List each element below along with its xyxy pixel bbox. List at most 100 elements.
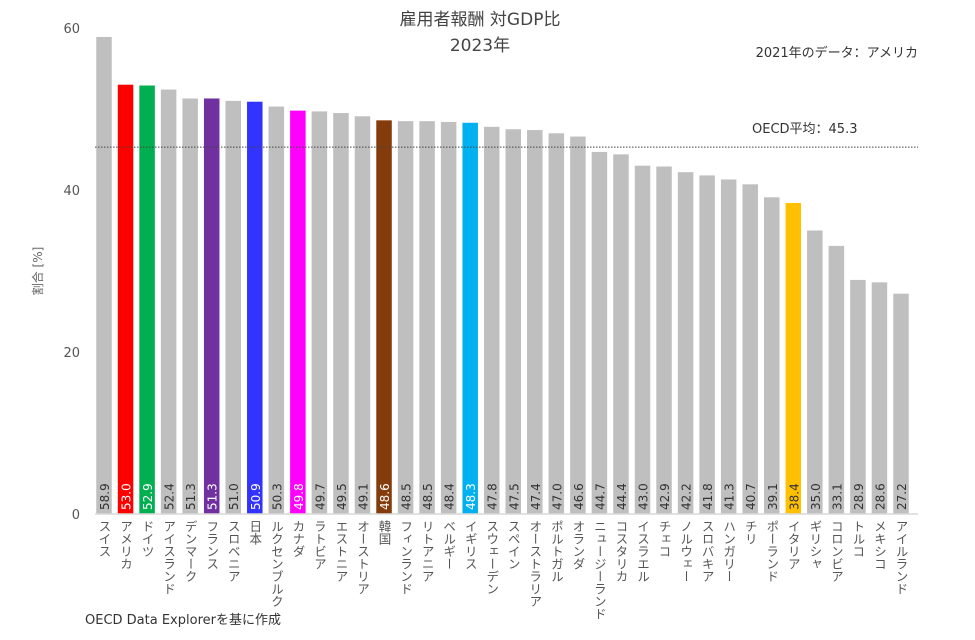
x-tick-label: デンマーク — [183, 520, 198, 583]
bar — [764, 197, 780, 515]
x-tick-label: トルコ — [850, 520, 865, 558]
bar — [720, 179, 737, 514]
x-tick-label: 韓国 — [377, 520, 392, 545]
bar-value-label: 42.2 — [680, 483, 694, 510]
x-tick-label: 日本 — [247, 520, 262, 546]
bar — [634, 165, 651, 514]
bar — [828, 245, 845, 514]
bar — [160, 89, 177, 514]
chart-note: 2021年のデータ：アメリカ — [756, 45, 918, 61]
bar-value-label: 41.8 — [701, 483, 715, 510]
x-tick-label: スウェーデン — [484, 520, 499, 595]
bar — [570, 136, 586, 515]
chart-title: 雇用者報酬 対GDP比 — [400, 10, 561, 30]
x-tick-label: スロベニア — [226, 520, 241, 583]
bar-value-label: 27.2 — [895, 483, 909, 510]
bar — [785, 202, 802, 514]
bar — [677, 172, 694, 514]
bar-value-label: 33.1 — [830, 483, 844, 510]
x-tick-label: フィンランド — [398, 520, 413, 595]
bar — [656, 166, 672, 514]
x-tick-label: エストニア — [333, 520, 348, 583]
x-tick-label: ギリシャ — [807, 520, 822, 570]
x-tick-label: ルクセンブルク — [269, 520, 284, 608]
bar-value-label: 48.4 — [443, 483, 457, 510]
x-tick-label: ラトビア — [312, 520, 327, 570]
bar-value-label: 43.0 — [637, 483, 651, 510]
bar — [117, 84, 134, 514]
bar — [807, 230, 823, 514]
bar-value-label: 52.9 — [141, 483, 155, 510]
bar — [505, 129, 522, 514]
y-axis-label: 割合 [%] — [30, 247, 45, 296]
bar — [699, 175, 715, 515]
bar-value-label: 53.0 — [120, 483, 134, 510]
bar-value-label: 40.7 — [744, 483, 758, 510]
bar-value-label: 49.7 — [313, 483, 327, 510]
bar-value-label: 44.7 — [593, 483, 607, 510]
bar — [440, 121, 457, 515]
bar — [397, 121, 414, 515]
x-tick-label: オランダ — [570, 520, 585, 570]
bar — [548, 133, 565, 515]
x-tick-label: チリ — [743, 520, 758, 545]
x-tick-label: コスタリカ — [613, 520, 628, 583]
bar — [850, 279, 866, 514]
x-tick-label: ポルトガル — [549, 520, 564, 583]
bar-value-label: 48.3 — [464, 483, 478, 510]
bar — [893, 293, 909, 514]
bar — [139, 85, 155, 514]
x-tick-label: コロンビア — [829, 520, 844, 583]
bar-value-label: 47.4 — [529, 483, 543, 510]
bar-value-label: 47.5 — [507, 483, 521, 510]
bar-value-label: 47.8 — [486, 483, 500, 510]
source-note: OECD Data Explorerを基に作成 — [85, 613, 281, 628]
x-tick-label: チェコ — [657, 520, 672, 558]
bar — [376, 120, 392, 514]
bar — [483, 126, 500, 514]
bar-value-label: 48.5 — [400, 483, 414, 510]
y-tick-label: 60 — [63, 22, 80, 37]
bar — [203, 98, 220, 514]
x-tick-label: ドイツ — [140, 520, 155, 558]
bar-value-label: 38.4 — [787, 483, 801, 510]
y-tick-label: 40 — [63, 184, 80, 199]
x-tick-label: オーストリア — [355, 520, 370, 595]
x-tick-label: オーストラリア — [527, 520, 542, 608]
bar — [268, 106, 285, 514]
bar-value-label: 28.9 — [852, 483, 866, 510]
bar-value-label: 49.1 — [356, 483, 370, 510]
bar-value-label: 41.3 — [723, 483, 737, 510]
x-tick-label: ニュージーランド — [592, 520, 607, 620]
x-tick-label: アメリカ — [118, 520, 133, 570]
y-tick-label: 20 — [63, 346, 80, 361]
x-tick-label: フランス — [204, 520, 219, 570]
x-tick-label: リトアニア — [420, 520, 435, 583]
x-tick-label: スイス — [97, 520, 112, 558]
bar-value-label: 50.9 — [249, 483, 263, 510]
reference-line-label: OECD平均：45.3 — [752, 122, 857, 137]
bar-value-label: 44.4 — [615, 483, 629, 510]
bar — [96, 36, 112, 514]
bar-value-label: 28.6 — [873, 483, 887, 510]
bar-value-label: 48.6 — [378, 483, 392, 510]
bar-value-label: 50.3 — [270, 483, 284, 510]
bar — [290, 110, 306, 515]
bar-value-label: 51.3 — [206, 483, 220, 510]
bar — [182, 98, 198, 514]
x-tick-label: アイルランド — [894, 520, 909, 595]
x-tick-label: スロバキア — [700, 520, 715, 583]
bar — [225, 100, 241, 515]
bar — [247, 101, 263, 515]
bar — [419, 121, 435, 515]
bar — [742, 184, 758, 514]
x-tick-label: カナダ — [290, 520, 305, 558]
bar — [613, 154, 629, 515]
bar-value-label: 39.1 — [766, 483, 780, 510]
bar — [462, 122, 478, 515]
x-tick-label: イギリス — [463, 520, 478, 570]
x-tick-label: イスラエル — [635, 520, 650, 583]
x-tick-label: ポーランド — [764, 520, 779, 583]
bar — [333, 113, 349, 515]
bar-value-label: 48.5 — [421, 483, 435, 510]
